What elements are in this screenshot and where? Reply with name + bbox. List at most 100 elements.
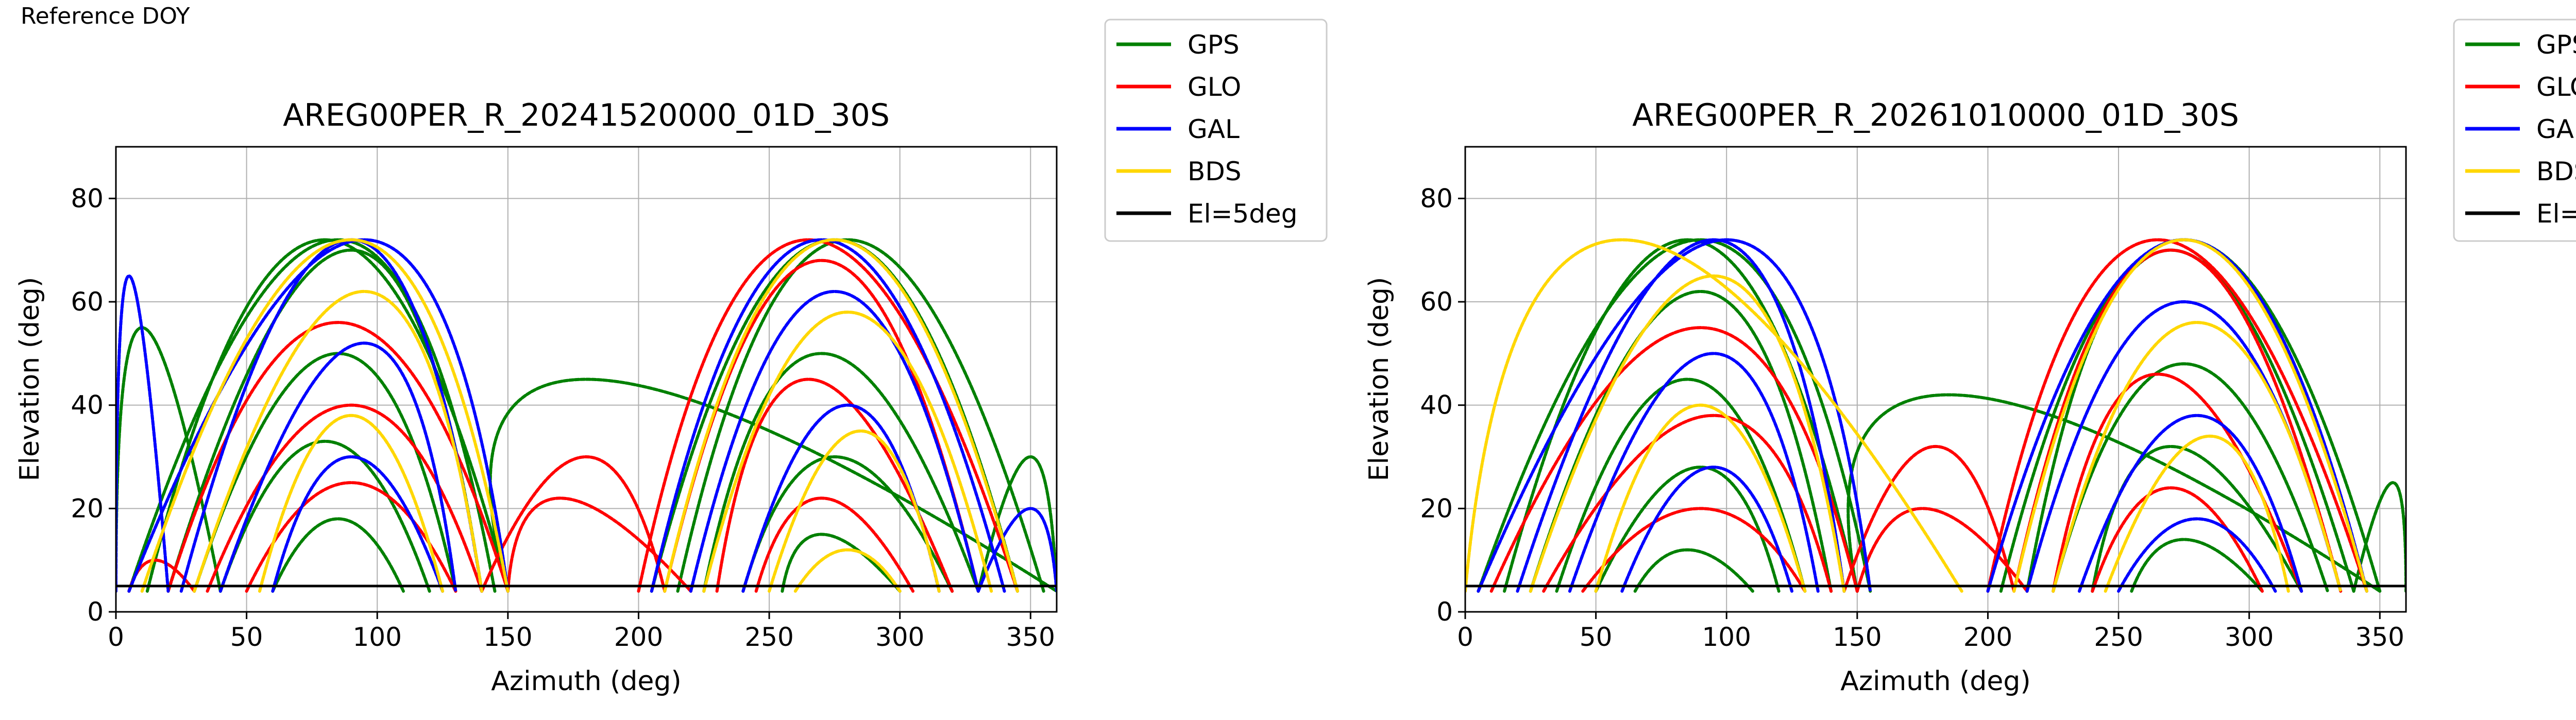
track-gps [1503,238,1859,593]
track-gps [2130,538,2264,593]
plot-frame [115,146,1058,613]
track-glo [1986,238,2368,593]
track-bds [140,238,510,593]
track-gal [1516,238,1846,593]
track-bds [2104,435,2290,593]
track-glo [637,238,1019,593]
track-bds [1594,403,1807,593]
legend-box [1104,19,1328,242]
track-bds [1529,274,1846,593]
x-tick-label: 300 [875,622,924,652]
track-gal [2077,414,2303,593]
track-gal [2117,517,2277,593]
track-gal [976,507,1057,593]
track-bds [702,311,993,593]
legend: GPS GLO GAL BDS El=5deg [2453,19,2576,242]
track-gal [689,290,980,593]
x-tick-label: 0 [108,622,124,652]
track-glo [754,496,915,593]
y-tick-label: 40 [1420,390,1453,420]
track-gps [218,440,431,593]
y-tick-label: 20 [1420,493,1453,523]
y-axis-ticks: 0 20 40 60 80 [71,183,116,627]
legend-label: El=5deg [2536,199,2576,229]
track-gps [2091,445,2303,593]
track-glo [1489,326,1859,593]
track-bds [793,548,902,593]
track-gal [650,238,1006,593]
track-gps [1555,378,1807,593]
legend-label: GAL [2536,114,2576,144]
y-tick-label: 20 [71,493,104,523]
x-tick-label: 50 [1580,622,1613,652]
x-axis-ticks: 0 50 100 150 200 250 300 350 [108,612,1055,652]
legend-label: GLO [2536,72,2576,102]
satellite-tracks [1465,238,2406,593]
legend-label: GLO [1188,72,1241,102]
track-gps [676,238,1045,593]
track-gps [1594,466,1781,593]
track-glo [480,455,667,593]
track-glo [1542,414,1833,593]
x-tick-label: 200 [1963,622,2012,652]
track-glo [715,378,954,593]
y-axis-label: Elevation (deg) [1364,277,1395,482]
y-axis-label: Elevation (deg) [14,277,45,482]
track-gps [271,517,405,593]
chart-title: AREG00PER_R_20261010000_01D_30S [1632,97,2239,133]
y-tick-label: 60 [71,287,104,317]
y-tick-label: 80 [71,183,104,213]
track-bds [768,429,941,593]
x-tick-label: 150 [483,622,532,652]
track-glo [506,496,692,593]
legend-label: GPS [2536,30,2576,60]
x-tick-label: 250 [744,622,793,652]
track-gps [741,455,954,593]
figure-title: Reference DOY [21,3,190,29]
track-bds [193,290,484,593]
track-glo [1855,507,2029,593]
chart-panel-2: AREG00PER_R_20261010000_01D_30S 0 50 100 15… [1364,19,2576,697]
track-gps [1633,548,1754,593]
track-glo [206,403,484,593]
track-glo [245,481,457,593]
track-gps [1477,238,1872,593]
track-gps [1846,393,2382,593]
y-tick-label: 60 [1420,287,1453,317]
legend-label: GAL [1188,114,1240,144]
track-gps [116,326,222,593]
track-bds [1465,238,1963,593]
track-gps [145,238,510,593]
x-tick-label: 150 [1833,622,1882,652]
track-glo [2012,248,2343,593]
track-glo [1581,507,1807,593]
y-axis-ticks: 0 20 40 60 80 [1420,183,1465,627]
track-gps [702,352,980,593]
chart-title: AREG00PER_R_20241520000_01D_30S [283,97,890,133]
track-gps [781,533,902,593]
legend-label: BDS [2536,157,2576,186]
plot-frame [1464,146,2407,613]
x-tick-label: 350 [1006,622,1055,652]
x-axis-label: Azimuth (deg) [491,666,681,697]
y-tick-label: 40 [71,390,104,420]
y-tick-label: 0 [1436,597,1453,627]
track-glo [1842,444,2016,593]
x-tick-label: 0 [1457,622,1473,652]
track-gal [1568,352,1820,593]
legend-label: El=5deg [1188,199,1297,229]
track-gal [218,341,457,593]
x-tick-label: 200 [614,622,663,652]
chart-panel-1: AREG00PER_R_20241520000_01D_30S 0 50 100 15… [14,19,1328,697]
x-tick-label: 100 [353,622,402,652]
satellite-tracks [116,238,1057,593]
x-tick-label: 100 [1702,622,1751,652]
x-tick-label: 350 [2355,622,2404,652]
x-tick-label: 300 [2225,622,2274,652]
x-tick-label: 250 [2094,622,2143,652]
track-gps [2052,362,2329,593]
legend-label: GPS [1188,30,1240,60]
track-bds [2012,238,2368,593]
x-axis-label: Azimuth (deg) [1840,666,2030,697]
track-bds [258,414,445,593]
